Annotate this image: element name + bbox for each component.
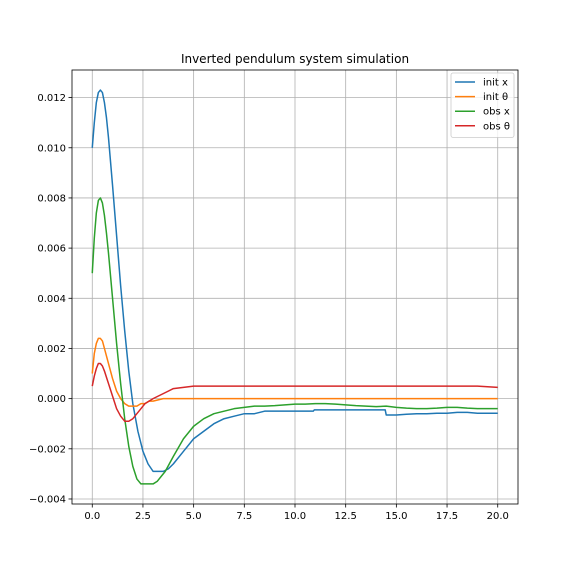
y-tick-label: −0.004 xyxy=(29,494,66,505)
legend-box xyxy=(450,72,515,138)
x-tick-label: 12.5 xyxy=(335,511,357,522)
legend: init x init θ obs x obs θ xyxy=(450,72,515,138)
chart-title: Inverted pendulum system simulation xyxy=(181,52,409,66)
x-tick-label: 17.5 xyxy=(436,511,458,522)
y-tick-label: 0.006 xyxy=(37,244,66,255)
y-tick-label: 0.010 xyxy=(37,143,66,154)
y-tick-label: 0.008 xyxy=(37,193,66,204)
series-line-0 xyxy=(91,89,498,473)
series-line-3 xyxy=(91,362,498,422)
legend-label: obs θ xyxy=(483,121,510,132)
x-tick-label: 5.0 xyxy=(186,511,202,522)
x-tick-label: 7.5 xyxy=(236,511,252,522)
x-tick-label: 10.0 xyxy=(284,511,306,522)
y-tick-label: 0.000 xyxy=(37,394,66,405)
legend-label: obs x xyxy=(483,107,510,118)
series-group xyxy=(91,89,498,485)
x-tick-label: 2.5 xyxy=(135,511,151,522)
legend-label: init x xyxy=(483,78,508,89)
x-tick-label: 0.0 xyxy=(84,511,100,522)
x-tick-label: 20.0 xyxy=(487,511,509,522)
series-line-2 xyxy=(91,197,498,485)
y-tick-label: 0.012 xyxy=(37,93,66,104)
x-tick-label: 15.0 xyxy=(385,511,407,522)
axis-ticks: 0.0 2.5 5.0 7.5 10.0 12.5 15.0 17.5 20.0 −0.004 −0… xyxy=(29,93,509,522)
y-tick-label: 0.004 xyxy=(37,294,66,305)
legend-label: init θ xyxy=(483,92,508,103)
y-tick-label: −0.002 xyxy=(29,444,66,455)
y-tick-label: 0.002 xyxy=(37,344,66,355)
